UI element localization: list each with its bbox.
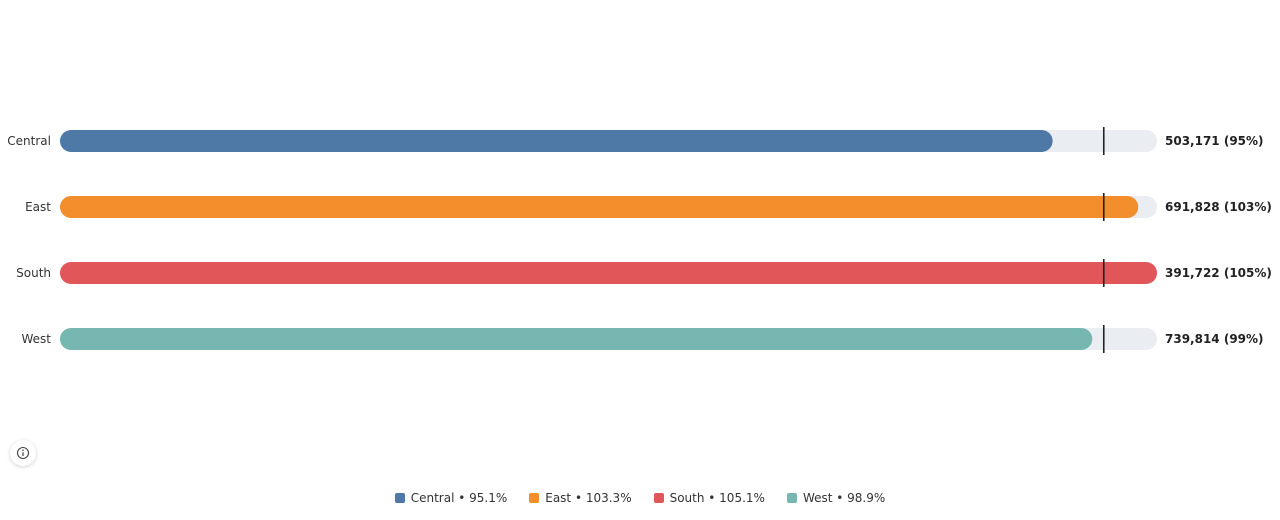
legend-swatch [394,493,405,503]
value-label: 691,828 (103%) [1165,200,1272,214]
bar-west[interactable] [60,328,1093,350]
legend-item[interactable]: South • 105.1% [653,491,765,505]
legend-label: South • 105.1% [669,491,765,505]
value-label: 391,722 (105%) [1165,266,1272,280]
category-label: East [25,200,51,214]
legend-swatch [786,493,797,503]
legend: Central • 95.1% East • 103.3% South • 105.… [0,491,1280,505]
category-label: Central [7,134,51,148]
value-label: 739,814 (99%) [1165,332,1264,346]
bar-south[interactable] [60,262,1157,284]
legend-item[interactable]: East • 103.3% [529,491,632,505]
category-label: South [16,266,51,280]
info-button[interactable] [10,440,36,466]
legend-label: West • 98.9% [802,491,886,505]
legend-swatch [529,493,540,503]
bar-east[interactable] [60,196,1139,218]
legend-item[interactable]: Central • 95.1% [394,491,508,505]
category-label: West [21,332,51,346]
bar-central[interactable] [60,130,1053,152]
legend-item[interactable]: West • 98.9% [786,491,886,505]
legend-label: East • 103.3% [545,491,632,505]
legend-label: Central • 95.1% [410,491,508,505]
value-label: 503,171 (95%) [1165,134,1264,148]
legend-swatch [653,493,664,503]
info-icon [16,446,30,460]
